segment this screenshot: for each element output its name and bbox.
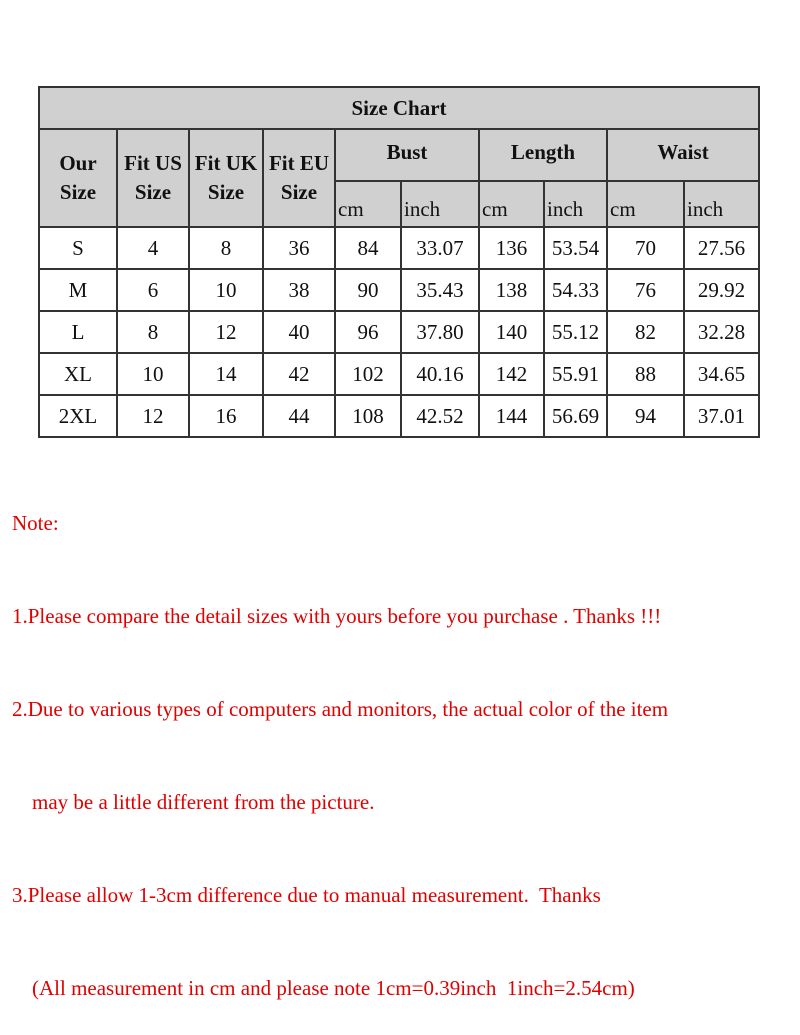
table-cell: 40.16 bbox=[400, 352, 480, 396]
note-line: 1.Please compare the detail sizes with y… bbox=[12, 604, 662, 628]
unit-header: inch bbox=[682, 180, 761, 228]
table-cell: 88 bbox=[606, 352, 685, 396]
table-cell: 16 bbox=[188, 394, 264, 438]
table-cell: 55.91 bbox=[543, 352, 608, 396]
table-row: L 8 12 40 96 37.80 140 55.12 82 32.28 bbox=[38, 310, 761, 354]
table-cell: 35.43 bbox=[400, 268, 480, 312]
table-cell: 42 bbox=[262, 352, 336, 396]
header-fit-eu: Fit EU Size bbox=[262, 128, 336, 228]
table-cell: 53.54 bbox=[543, 226, 608, 270]
table-cell: 82 bbox=[606, 310, 685, 354]
table-cell: 144 bbox=[478, 394, 545, 438]
unit-header: cm bbox=[334, 180, 402, 228]
table-cell: 8 bbox=[188, 226, 264, 270]
table-cell: 136 bbox=[478, 226, 545, 270]
header-our-size: Our Size bbox=[38, 128, 118, 228]
table-cell: 142 bbox=[478, 352, 545, 396]
table-cell: 38 bbox=[262, 268, 336, 312]
note-line: 3.Please allow 1-3cm difference due to m… bbox=[12, 883, 601, 907]
note-line: 2.Due to various types of computers and … bbox=[12, 697, 669, 721]
table-cell: 34.65 bbox=[682, 352, 761, 396]
table-row: S 4 8 36 84 33.07 136 53.54 70 27.56 bbox=[38, 226, 761, 270]
header-fit-us: Fit US Size bbox=[116, 128, 190, 228]
table-cell: 44 bbox=[262, 394, 336, 438]
table-cell: 42.52 bbox=[400, 394, 480, 438]
table-cell: 54.33 bbox=[543, 268, 608, 312]
table-cell: 2XL bbox=[38, 394, 118, 438]
table-cell: S bbox=[38, 226, 118, 270]
table-cell: 10 bbox=[116, 352, 190, 396]
table-cell: 94 bbox=[606, 394, 685, 438]
header-bust: Bust bbox=[334, 128, 480, 182]
table-cell: M bbox=[38, 268, 118, 312]
table-cell: 108 bbox=[334, 394, 402, 438]
unit-header: cm bbox=[478, 180, 545, 228]
table-cell: 14 bbox=[188, 352, 264, 396]
table-cell: L bbox=[38, 310, 118, 354]
table-cell: XL bbox=[38, 352, 118, 396]
table-cell: 37.01 bbox=[682, 394, 761, 438]
header-waist: Waist bbox=[605, 128, 761, 182]
table-cell: 76 bbox=[606, 268, 685, 312]
header-fit-uk: Fit UK Size bbox=[188, 128, 264, 228]
table-cell: 70 bbox=[606, 226, 685, 270]
unit-header: inch bbox=[543, 180, 608, 228]
table-row: M 6 10 38 90 35.43 138 54.33 76 29.92 bbox=[38, 268, 761, 312]
table-cell: 36 bbox=[262, 226, 336, 270]
table-cell: 32.28 bbox=[682, 310, 761, 354]
unit-header: inch bbox=[400, 180, 480, 228]
table-cell: 29.92 bbox=[682, 268, 761, 312]
table-cell: 33.07 bbox=[400, 226, 480, 270]
note-line: (All measurement in cm and please note 1… bbox=[32, 976, 635, 1000]
table-cell: 102 bbox=[334, 352, 402, 396]
note-label: Note: bbox=[12, 511, 59, 535]
table-cell: 12 bbox=[116, 394, 190, 438]
table-cell: 140 bbox=[478, 310, 545, 354]
table-cell: 55.12 bbox=[543, 310, 608, 354]
notes-section: Note: 1.Please compare the detail sizes … bbox=[12, 446, 668, 1035]
table-cell: 10 bbox=[188, 268, 264, 312]
table-cell: 96 bbox=[334, 310, 402, 354]
table-cell: 37.80 bbox=[400, 310, 480, 354]
table-cell: 40 bbox=[262, 310, 336, 354]
table-cell: 56.69 bbox=[543, 394, 608, 438]
table-cell: 138 bbox=[478, 268, 545, 312]
table-cell: 84 bbox=[334, 226, 402, 270]
table-row: 2XL 12 16 44 108 42.52 144 56.69 94 37.01 bbox=[38, 394, 761, 438]
table-row: XL 10 14 42 102 40.16 142 55.91 88 34.65 bbox=[38, 352, 761, 396]
table-cell: 4 bbox=[116, 226, 190, 270]
table-cell: 90 bbox=[334, 268, 402, 312]
unit-header: cm bbox=[606, 180, 685, 228]
note-line: may be a little different from the pictu… bbox=[32, 790, 375, 814]
header-length: Length bbox=[478, 128, 608, 182]
table-cell: 12 bbox=[188, 310, 264, 354]
table-cell: 27.56 bbox=[682, 226, 761, 270]
table-title: Size Chart bbox=[37, 86, 761, 130]
table-cell: 6 bbox=[116, 268, 190, 312]
size-chart-table: Size Chart Our Size Fit US Size Fit UK Size… bbox=[37, 86, 761, 438]
table-cell: 8 bbox=[116, 310, 190, 354]
